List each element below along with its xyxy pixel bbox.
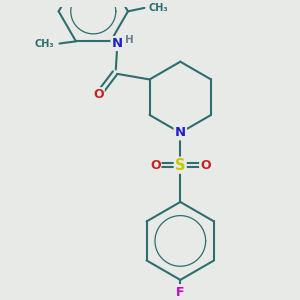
Text: O: O — [150, 159, 160, 172]
Text: N: N — [112, 37, 123, 50]
Text: F: F — [176, 286, 184, 298]
Text: CH₃: CH₃ — [149, 3, 168, 13]
Text: N: N — [175, 126, 186, 139]
Text: S: S — [175, 158, 186, 173]
Text: H: H — [125, 35, 134, 45]
Text: O: O — [200, 159, 211, 172]
Text: CH₃: CH₃ — [35, 38, 54, 49]
Text: O: O — [93, 88, 104, 101]
Text: N: N — [175, 126, 186, 139]
